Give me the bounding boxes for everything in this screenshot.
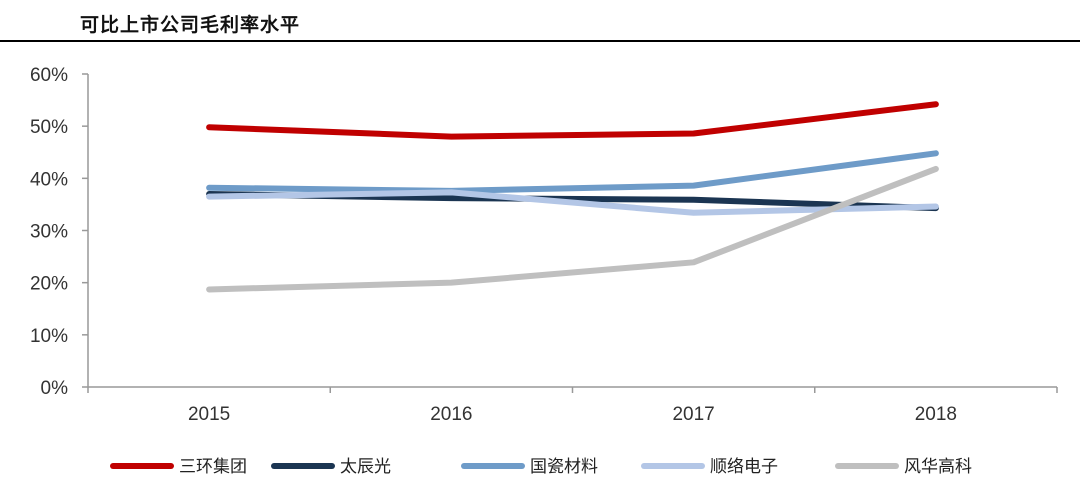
y-tick-label: 30% [30,222,68,243]
series-line-三环集团 [206,101,939,140]
x-tick-label: 2015 [188,404,230,425]
chart-title: 可比上市公司毛利率水平 [80,14,301,36]
axes [82,73,1058,393]
legend-label: 国瓷材料 [530,457,598,477]
y-tick-label: 50% [30,117,68,138]
y-tick-label: 10% [30,326,68,347]
legend-label: 顺络电子 [710,457,778,477]
y-tick-label: 40% [30,169,68,190]
y-tick-label: 60% [30,65,68,86]
title-divider [0,40,1080,42]
x-tick-label: 2017 [672,404,714,425]
legend-label: 太辰光 [340,457,391,477]
x-tick-label: 2016 [430,404,472,425]
series-line-顺络电子 [206,189,939,216]
legend-label: 风华高科 [904,457,972,477]
legend-label: 三环集团 [179,457,247,477]
y-axis-labels: 0% 10% 20% 30% 40% 50% 60% [30,65,68,399]
x-tick-label: 2018 [915,404,957,425]
series-line-风华高科 [206,165,939,293]
series-line-国瓷材料 [206,150,939,194]
series-lines [206,101,939,293]
y-tick-label: 0% [41,378,69,399]
legend: 三环集团 太辰光 国瓷材料 顺络电子 风华高科 [110,457,972,477]
y-tick-label: 20% [30,274,68,295]
x-axis-labels: 2015 2016 2017 2018 [188,404,957,425]
